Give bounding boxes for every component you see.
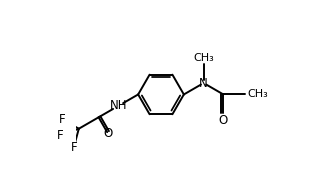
Text: F: F — [57, 129, 64, 142]
Text: F: F — [59, 112, 65, 126]
Text: CH₃: CH₃ — [193, 53, 214, 63]
Text: O: O — [103, 127, 112, 140]
Text: N: N — [199, 77, 208, 90]
Text: NH: NH — [109, 99, 127, 112]
Text: O: O — [219, 114, 228, 127]
Text: F: F — [71, 141, 77, 154]
Text: CH₃: CH₃ — [247, 89, 268, 99]
